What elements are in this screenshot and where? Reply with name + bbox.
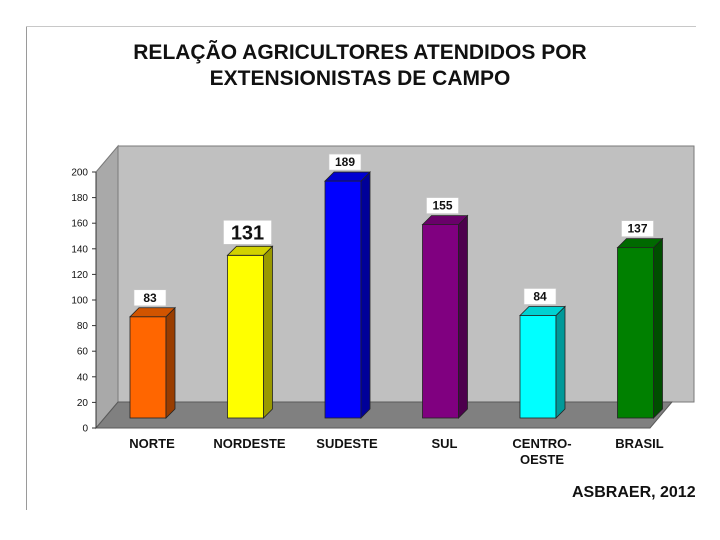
y-tick-label: 20: [77, 398, 89, 409]
bar-front: [519, 315, 557, 419]
data-label-box: [621, 220, 654, 237]
category-label: NORTE: [129, 436, 175, 451]
y-tick-label: 200: [71, 168, 88, 179]
source-credit: ASBRAER, 2012: [572, 484, 696, 501]
category-label: BRASIL: [615, 436, 663, 451]
slide-border-left: [26, 26, 27, 510]
y-tick-label: 0: [82, 424, 88, 435]
category-label: OESTE: [520, 452, 564, 467]
chart-back-wall: [117, 145, 695, 403]
category-label: SUL: [432, 436, 458, 451]
data-label: 189: [335, 155, 355, 169]
bar-side: [653, 237, 663, 419]
chart-title-line-2: EXTENSIONISTAS DE CAMPO: [209, 67, 511, 90]
chart-title-line-1: RELAÇÃO AGRICULTORES ATENDIDOS POR: [133, 41, 587, 64]
bar-front: [324, 180, 362, 419]
data-label-box: [328, 153, 362, 171]
data-label: 131: [231, 222, 264, 244]
category-label: SUDESTE: [316, 436, 378, 451]
bar-side: [263, 245, 273, 419]
bar-top: [616, 238, 664, 249]
bar-side: [555, 305, 566, 419]
bar-side: [458, 214, 468, 419]
bar-top: [129, 307, 176, 318]
data-label: 84: [533, 289, 547, 303]
slide-border-top: [26, 26, 696, 27]
data-label-box: [523, 288, 557, 305]
chart-title: RELAÇÃO AGRICULTORES ATENDIDOS POR EXTEN…: [60, 40, 660, 92]
bar-top: [324, 171, 371, 182]
data-label: 137: [627, 222, 647, 236]
y-tick-label: 100: [71, 296, 88, 307]
bar-top: [226, 245, 274, 256]
y-tick-label: 80: [77, 321, 89, 332]
bar-front: [129, 316, 167, 419]
chart-side-wall: [95, 144, 119, 430]
y-tick-label: 180: [71, 193, 88, 204]
bar-front: [422, 224, 459, 419]
bar-front: [227, 254, 264, 419]
y-tick-label: 40: [77, 372, 89, 383]
category-label: NORDESTE: [213, 436, 286, 451]
bar-front: [617, 247, 654, 419]
y-tick-label: 60: [77, 347, 89, 358]
data-label-box: [223, 220, 272, 245]
data-label: 155: [432, 199, 452, 213]
chart-floor: [94, 401, 674, 429]
y-tick-label: 160: [71, 219, 88, 230]
bar-side: [165, 306, 176, 419]
data-label-box: [426, 197, 459, 214]
bar-side: [360, 171, 371, 419]
y-tick-label: 140: [71, 244, 88, 255]
data-label: 83: [143, 291, 157, 305]
y-tick-label: 120: [71, 270, 88, 281]
category-label: CENTRO-: [512, 436, 571, 451]
data-label-box: [133, 289, 167, 307]
bar-top: [421, 215, 469, 226]
bar-top: [519, 306, 566, 316]
